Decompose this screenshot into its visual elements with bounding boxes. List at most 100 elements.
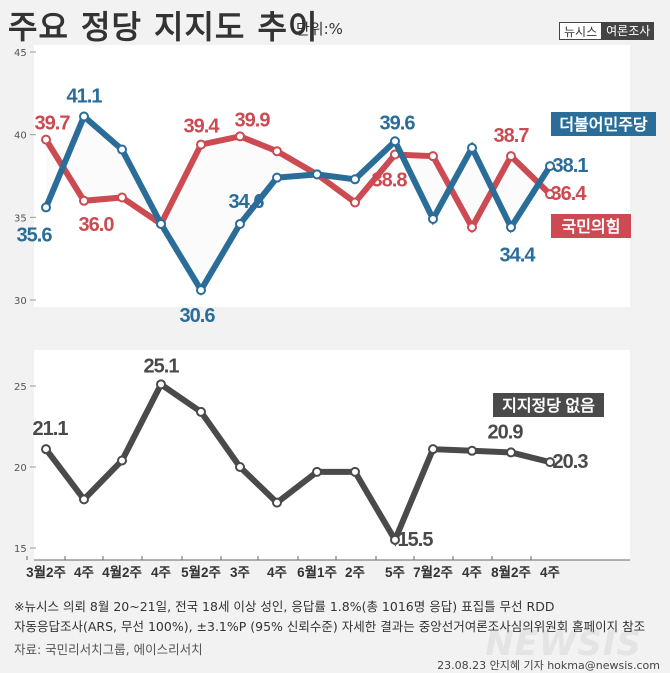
none-series-point xyxy=(79,494,89,505)
dem-series-point xyxy=(545,161,555,172)
ppp-series-point xyxy=(506,151,516,162)
xtick-label: 3주 xyxy=(230,565,250,580)
xtick-label: 5주 xyxy=(385,565,405,580)
ppp-series-point xyxy=(79,195,89,206)
ppp-tag-label: 국민의힘 xyxy=(562,217,621,236)
none-series-point xyxy=(272,497,282,508)
xtick-label: 4주 xyxy=(74,565,94,580)
badge-newsis: 뉴시스 xyxy=(559,22,603,40)
chart: 30 35 40 45 15 20 25 35.6 41.1 30.6 34.6 39.6 34.4 38… xyxy=(14,45,656,580)
bottom-ytick-label: 15 xyxy=(14,544,27,555)
dem-data-label: 30.6 xyxy=(180,305,216,327)
dem-series-point xyxy=(467,142,477,153)
dem-series-point xyxy=(312,169,322,180)
ppp-series-point xyxy=(117,192,127,203)
xtick-label: 7월2주 xyxy=(413,564,453,580)
none-series-point xyxy=(428,444,438,455)
dem-series-point xyxy=(272,172,282,183)
dem-series-point xyxy=(350,174,360,185)
none-series-point xyxy=(467,445,477,456)
none-series-point xyxy=(41,444,51,455)
newsis-logo: NEWSIS xyxy=(485,624,642,664)
dem-series-point xyxy=(156,218,166,229)
ppp-data-label: 39.4 xyxy=(184,116,221,138)
ppp-data-label: 38.8 xyxy=(372,170,408,192)
dem-tag-label: 더불어민주당 xyxy=(559,116,648,134)
xtick-label: 4주 xyxy=(151,565,171,580)
credit-text: 23.08.23 안지혜 기자 hokma@newsis.com xyxy=(437,659,660,672)
none-data-label: 21.1 xyxy=(33,418,69,440)
xtick-label: 4주 xyxy=(540,565,560,580)
xtick-label: 6월1주 xyxy=(297,564,337,580)
ppp-data-label: 39.7 xyxy=(35,113,71,135)
dem-data-label: 34.6 xyxy=(229,191,265,213)
none-series-point xyxy=(545,457,555,468)
ppp-data-label: 36.0 xyxy=(79,214,115,236)
none-tag-label: 지지정당 없음 xyxy=(502,397,595,415)
none-series-line xyxy=(43,379,551,547)
none-tag-box xyxy=(493,393,604,417)
dem-data-label: 35.6 xyxy=(17,224,53,246)
gap-area xyxy=(46,116,550,291)
none-series-point xyxy=(117,455,127,466)
ppp-series-point xyxy=(41,134,51,145)
dem-data-label: 38.1 xyxy=(553,155,589,177)
source-text: 자료: 국민리서치그룹, 에이스리서치 xyxy=(14,642,203,657)
page-title: 주요 정당 지지도 추이 xyxy=(8,8,319,46)
dem-series-line xyxy=(43,111,553,296)
none-data-label: 25.1 xyxy=(144,355,180,377)
ppp-series-point xyxy=(467,222,477,233)
dem-series-point xyxy=(390,136,400,147)
xtick-label: 3월2주 xyxy=(26,564,66,580)
none-series-point xyxy=(390,534,400,545)
ppp-data-label: 39.9 xyxy=(235,109,271,131)
dem-series-point xyxy=(196,285,206,296)
xtick-label: 4주 xyxy=(267,565,287,580)
dem-data-label: 34.4 xyxy=(500,244,537,266)
ppp-series-point xyxy=(235,131,245,142)
ppp-series-point xyxy=(545,189,555,200)
xtick-label: 4주 xyxy=(462,565,482,580)
xtick-label: 5월2주 xyxy=(181,564,221,580)
none-data-label: 20.9 xyxy=(488,421,524,443)
dem-series-point xyxy=(235,218,245,229)
dem-series-point xyxy=(41,202,51,213)
badge-poll: 여론조사 xyxy=(602,22,655,40)
footnote-line-1: ※뉴시스 의뢰 8월 20~21일, 전국 18세 이상 성인, 응답률 1.8… xyxy=(14,599,555,614)
none-series-point xyxy=(506,447,516,458)
ppp-data-label: 38.7 xyxy=(494,125,530,147)
xtick-label: 4월2주 xyxy=(102,564,142,580)
xtick-label: 8월2주 xyxy=(491,564,531,580)
dem-series-point xyxy=(506,222,516,233)
unit-label: 단위:% xyxy=(296,20,343,38)
none-data-label: 20.3 xyxy=(553,451,589,473)
xtick-label: 2주 xyxy=(345,565,365,580)
ppp-series-line xyxy=(43,133,553,234)
top-ytick-label: 40 xyxy=(14,131,27,142)
ppp-tag-box xyxy=(551,214,631,238)
none-series-point xyxy=(196,406,206,417)
bottom-ytick-label: 25 xyxy=(14,382,27,393)
ppp-series-point xyxy=(272,146,282,157)
dem-series-point xyxy=(117,144,127,155)
none-series-point xyxy=(235,462,245,472)
source-badge: 뉴시스 여론조사 xyxy=(559,22,655,40)
ppp-data-label: 36.4 xyxy=(551,183,588,205)
none-series-point xyxy=(156,379,166,390)
dem-series-point xyxy=(79,111,89,122)
ppp-series-point xyxy=(196,139,206,150)
dem-series-point xyxy=(428,213,438,224)
top-ytick-label: 35 xyxy=(14,213,27,224)
dem-data-label: 39.6 xyxy=(380,112,416,134)
top-ytick-label: 30 xyxy=(14,296,27,307)
bottom-ytick-label: 20 xyxy=(14,463,27,474)
dem-tag-box xyxy=(551,112,656,136)
top-ytick-label: 45 xyxy=(14,48,27,59)
none-data-label: 15.5 xyxy=(398,529,434,551)
footnote-line-2: 자동응답조사(ARS, 무선 100%), ±3.1%P (95% 신뢰수준) … xyxy=(14,619,646,634)
dem-data-label: 41.1 xyxy=(67,85,103,107)
ppp-series-point xyxy=(350,197,360,208)
ppp-series-point xyxy=(428,151,438,162)
none-series-point xyxy=(350,466,360,477)
